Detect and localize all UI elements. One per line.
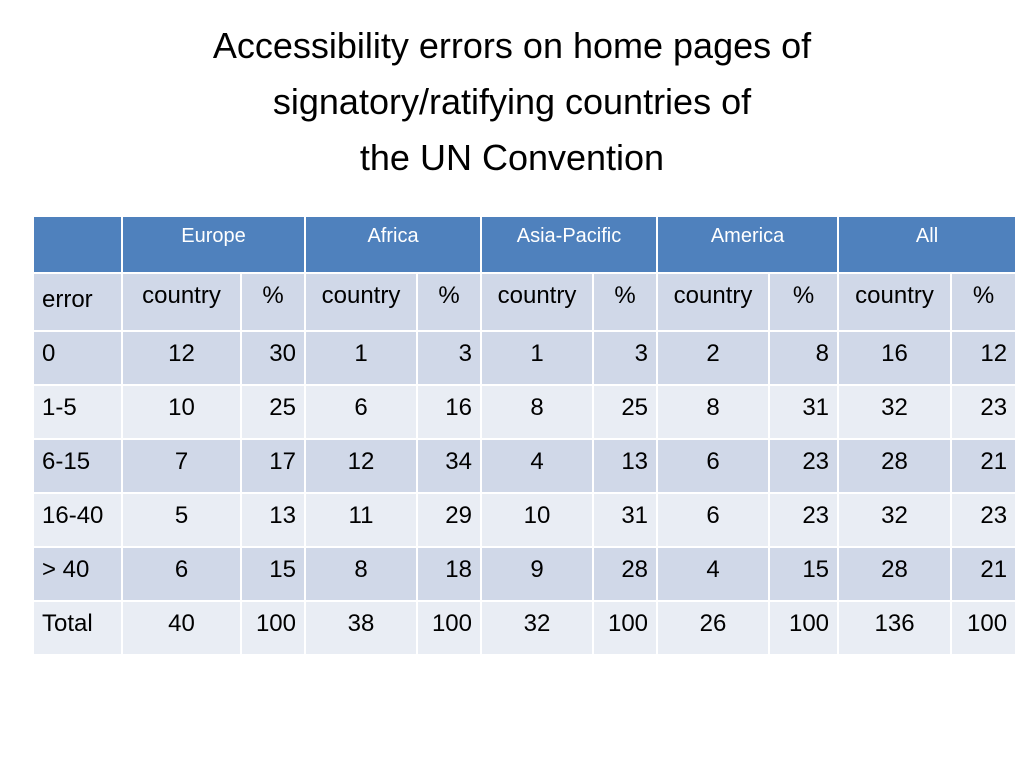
country-count-cell: 11 <box>304 492 418 548</box>
subheader-percent: % <box>950 272 1018 332</box>
slide-title: Accessibility errors on home pages of si… <box>0 18 1024 186</box>
region-header-asia-pacific: Asia-Pacific <box>479 215 659 274</box>
table-row: 6-15 7 17 12 34 4 13 6 23 28 21 <box>32 438 1018 494</box>
row-label: Total <box>32 600 123 656</box>
table-row: 16-40 5 13 11 29 10 31 6 23 32 23 <box>32 492 1018 548</box>
percent-cell: 25 <box>591 384 659 440</box>
region-header-row: Europe Africa Asia-Pacific America All <box>32 215 1018 274</box>
country-count-cell: 1 <box>304 330 418 386</box>
row-label: 1-5 <box>32 384 123 440</box>
row-label: > 40 <box>32 546 123 602</box>
country-count-cell: 16 <box>837 330 953 386</box>
percent-cell: 3 <box>416 330 482 386</box>
country-count-cell: 32 <box>480 600 594 656</box>
country-count-cell: 38 <box>304 600 418 656</box>
subheader-error: error <box>32 272 123 332</box>
title-line-3: the UN Convention <box>359 137 665 178</box>
percent-cell: 18 <box>416 546 482 602</box>
percent-cell: 23 <box>950 492 1018 548</box>
percent-cell: 100 <box>768 600 840 656</box>
subheader-percent: % <box>768 272 840 332</box>
corner-cell <box>32 215 123 274</box>
percent-cell: 28 <box>591 546 659 602</box>
percent-cell: 100 <box>416 600 482 656</box>
percent-cell: 25 <box>240 384 306 440</box>
percent-cell: 100 <box>591 600 659 656</box>
subheader-percent: % <box>416 272 482 332</box>
country-count-cell: 12 <box>304 438 418 494</box>
country-count-cell: 2 <box>656 330 771 386</box>
table-row: 0 12 30 1 3 1 3 2 8 16 12 <box>32 330 1018 386</box>
percent-cell: 8 <box>768 330 840 386</box>
table-row: 1-5 10 25 6 16 8 25 8 31 32 23 <box>32 384 1018 440</box>
country-count-cell: 6 <box>121 546 242 602</box>
subheader-country: country <box>480 272 594 332</box>
country-count-cell: 10 <box>121 384 242 440</box>
percent-cell: 23 <box>768 438 840 494</box>
region-header-america: America <box>656 215 840 274</box>
accessibility-errors-table: Europe Africa Asia-Pacific America All e… <box>32 215 1018 656</box>
percent-cell: 21 <box>950 438 1018 494</box>
percent-cell: 12 <box>950 330 1018 386</box>
country-count-cell: 26 <box>656 600 771 656</box>
subheader-percent: % <box>240 272 306 332</box>
percent-cell: 23 <box>768 492 840 548</box>
percent-cell: 21 <box>950 546 1018 602</box>
country-count-cell: 7 <box>121 438 242 494</box>
subheader-country: country <box>656 272 771 332</box>
subheader-row: error country % country % country % coun… <box>32 272 1018 332</box>
title-line-1: Accessibility errors on home pages of <box>212 25 812 66</box>
percent-cell: 13 <box>591 438 659 494</box>
country-count-cell: 28 <box>837 438 953 494</box>
subheader-country: country <box>121 272 242 332</box>
country-count-cell: 32 <box>837 492 953 548</box>
percent-cell: 15 <box>240 546 306 602</box>
row-label: 16-40 <box>32 492 123 548</box>
country-count-cell: 1 <box>480 330 594 386</box>
region-header-all: All <box>837 215 1018 274</box>
percent-cell: 29 <box>416 492 482 548</box>
region-header-europe: Europe <box>121 215 306 274</box>
country-count-cell: 8 <box>656 384 771 440</box>
percent-cell: 30 <box>240 330 306 386</box>
percent-cell: 100 <box>950 600 1018 656</box>
percent-cell: 23 <box>950 384 1018 440</box>
table-row: > 40 6 15 8 18 9 28 4 15 28 21 <box>32 546 1018 602</box>
title-line-2: signatory/ratifying countries of <box>272 81 752 122</box>
row-label: 6-15 <box>32 438 123 494</box>
country-count-cell: 4 <box>480 438 594 494</box>
country-count-cell: 10 <box>480 492 594 548</box>
subheader-country: country <box>304 272 418 332</box>
region-header-africa: Africa <box>304 215 482 274</box>
percent-cell: 34 <box>416 438 482 494</box>
country-count-cell: 32 <box>837 384 953 440</box>
country-count-cell: 8 <box>480 384 594 440</box>
country-count-cell: 136 <box>837 600 953 656</box>
subheader-country: country <box>837 272 953 332</box>
country-count-cell: 5 <box>121 492 242 548</box>
percent-cell: 17 <box>240 438 306 494</box>
row-label: 0 <box>32 330 123 386</box>
country-count-cell: 12 <box>121 330 242 386</box>
percent-cell: 13 <box>240 492 306 548</box>
percent-cell: 3 <box>591 330 659 386</box>
table-row: Total 40 100 38 100 32 100 26 100 136 100 <box>32 600 1018 656</box>
country-count-cell: 8 <box>304 546 418 602</box>
subheader-percent: % <box>591 272 659 332</box>
percent-cell: 100 <box>240 600 306 656</box>
country-count-cell: 6 <box>304 384 418 440</box>
percent-cell: 31 <box>591 492 659 548</box>
country-count-cell: 9 <box>480 546 594 602</box>
country-count-cell: 28 <box>837 546 953 602</box>
percent-cell: 15 <box>768 546 840 602</box>
country-count-cell: 6 <box>656 438 771 494</box>
country-count-cell: 6 <box>656 492 771 548</box>
percent-cell: 16 <box>416 384 482 440</box>
country-count-cell: 4 <box>656 546 771 602</box>
percent-cell: 31 <box>768 384 840 440</box>
country-count-cell: 40 <box>121 600 242 656</box>
